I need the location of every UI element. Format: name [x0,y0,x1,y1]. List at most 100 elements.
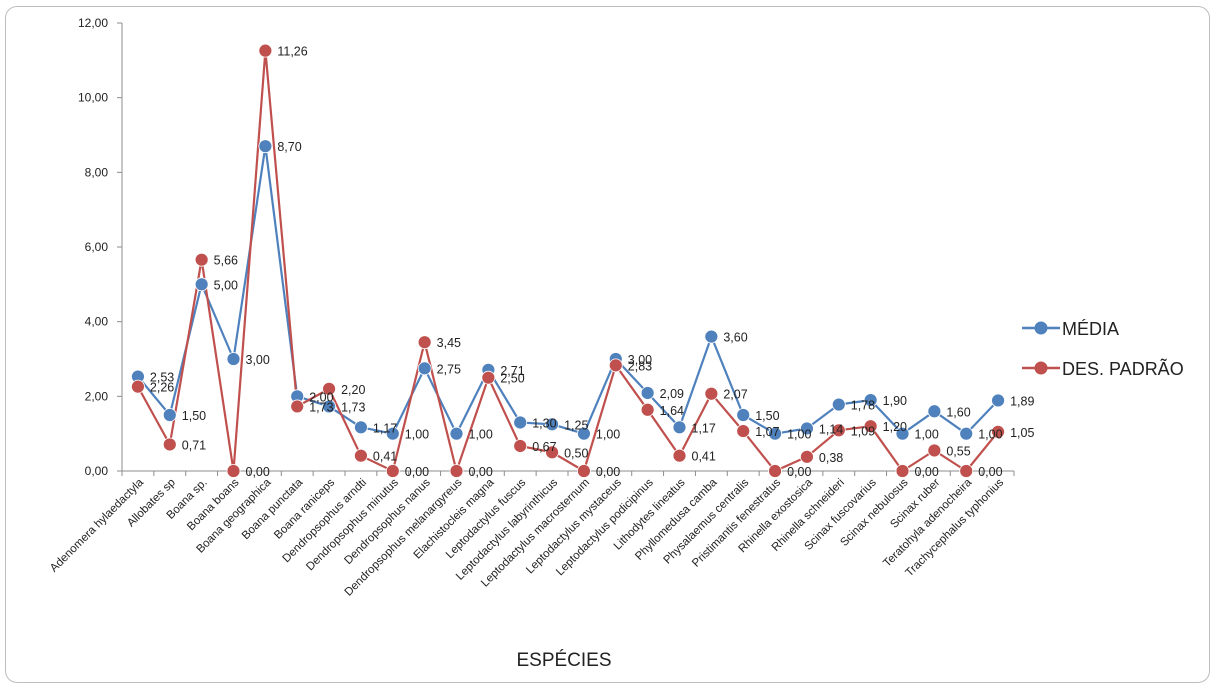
data-point [258,43,273,58]
data-label: 2,50 [500,372,524,386]
data-point [768,464,782,478]
data-point [608,358,623,373]
data-label: 2,09 [660,387,684,401]
data-label: 11,26 [277,45,307,59]
data-point [672,448,687,463]
data-label: 1,17 [373,421,397,435]
data-point [354,420,368,435]
data-label: 0,00 [915,465,939,479]
data-label: 1,00 [787,428,811,442]
data-label: 0,00 [469,465,493,479]
data-point [194,252,209,267]
data-label: 1,00 [915,428,939,442]
data-label: 2,26 [150,381,174,395]
data-label: 1,78 [851,399,875,413]
data-label: 0,50 [564,446,588,460]
data-label: 1,20 [883,420,907,434]
data-label: 0,41 [373,450,397,464]
series-line-1 [136,49,999,473]
data-point [800,421,814,436]
data-label: 1,14 [819,422,843,436]
data-label: 0,41 [692,450,716,464]
legend-label: MÉDIA [1062,319,1119,339]
data-point [545,417,559,432]
y-tick-label: 4,00 [85,315,109,329]
data-point [131,379,145,394]
data-label: 1,73 [309,400,333,414]
y-axis: 0,00 2,00 4,00 6,00 8,00 10,00 12,00 [78,16,123,478]
data-label: 2,00 [309,390,333,404]
data-point [545,445,559,460]
data-point [417,361,432,376]
data-label: 0,00 [405,465,429,479]
data-label: 5,66 [214,254,238,268]
data-point [513,415,528,430]
data-label: 8,70 [277,140,301,154]
data-point [354,448,368,463]
legend-label: DES. PADRÃO [1062,358,1184,379]
data-point [385,426,400,441]
data-point [736,424,751,438]
data-point [927,404,942,419]
data-label: 1,05 [1010,426,1034,440]
data-label: 0,00 [246,465,270,479]
data-label: 2,53 [150,371,174,385]
data-point [640,386,655,400]
y-tick-label: 6,00 [85,240,109,254]
data-point [162,408,177,422]
data-label: 1,60 [946,405,970,419]
data-point [449,426,464,441]
data-point [863,393,878,407]
y-tick-label: 0,00 [85,464,109,478]
data-point [800,449,814,464]
data-point [226,352,241,366]
data-point [768,426,782,441]
data-point [226,464,241,478]
data-label: 2,75 [437,362,461,376]
data-label: 3,00 [246,353,270,367]
y-tick-label: 12,00 [78,16,108,30]
data-point [704,329,719,344]
data-label: 0,55 [946,444,970,458]
data-point [290,399,305,414]
x-axis-title: ESPÉCIES [516,650,611,671]
data-label: 0,71 [182,438,206,452]
data-label: 2,83 [628,359,652,373]
data-point [736,408,751,422]
data-label: 1,00 [405,428,429,442]
data-label: 5,00 [214,278,238,292]
data-point [417,335,432,350]
data-point [895,426,910,441]
data-point [895,464,910,478]
data-point [481,370,496,385]
data-label: 1,17 [692,421,716,435]
data-label: 1,09 [851,424,875,438]
data-label: 1,73 [341,400,365,414]
data-point [513,439,528,453]
legend-marker [1034,321,1048,335]
y-tick-label: 10,00 [78,91,108,105]
data-label: 3,00 [628,353,652,367]
data-point [863,419,878,434]
data-point [577,464,591,478]
data-point [831,397,846,412]
data-label: 0,00 [787,465,811,479]
data-label: 1,89 [1010,394,1034,408]
y-tick-label: 2,00 [85,389,109,403]
data-point [322,399,336,414]
data-label: 1,25 [564,418,588,432]
data-point [322,381,336,396]
data-point [672,420,687,435]
data-point [704,386,719,401]
data-point [927,443,942,458]
data-label: 0,67 [532,440,556,454]
data-label: 2,20 [341,383,365,397]
data-point [194,277,209,292]
data-label: 1,64 [660,404,684,418]
legend: MÉDIA DES. PADRÃO [1022,319,1184,379]
data-point [959,426,974,441]
data-label: 0,00 [596,465,620,479]
category-label: Dendropsophus melanargyreus [343,476,465,598]
data-label: 2,07 [723,388,747,402]
